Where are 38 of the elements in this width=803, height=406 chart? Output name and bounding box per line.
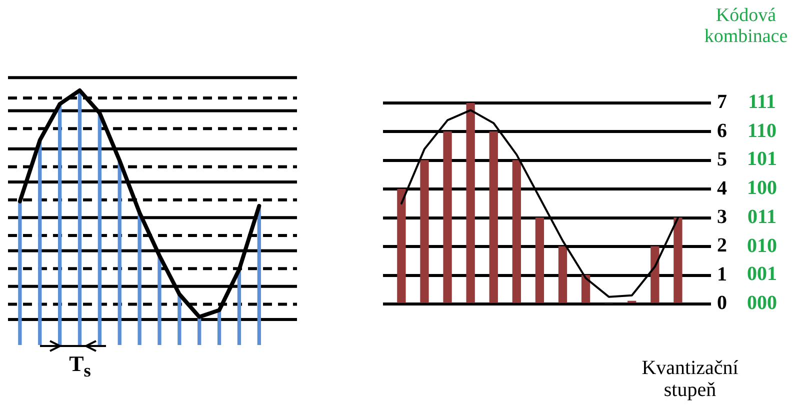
bar: [443, 131, 452, 303]
text: 001: [746, 263, 778, 286]
text: Kvantizační stupeň: [640, 357, 740, 401]
y-tick-label: 4: [717, 177, 727, 200]
y-tick-label: 6: [717, 120, 727, 142]
y-tick-label: 7: [717, 91, 727, 114]
bar: [18, 202, 22, 345]
bar: [420, 160, 429, 303]
bar: [257, 204, 261, 345]
y-tick-label: 5: [717, 148, 727, 171]
bar: [489, 131, 498, 303]
bar: [558, 246, 568, 303]
y-tick-label: 2: [717, 234, 727, 257]
text: 010: [746, 234, 778, 257]
bar: [138, 212, 142, 345]
text: 110: [746, 120, 778, 142]
bar: [535, 218, 544, 303]
text: 100: [746, 177, 778, 200]
text: Kódová kombinace: [703, 5, 789, 48]
bar: [466, 103, 475, 303]
text: 000: [746, 292, 778, 314]
text: 111: [747, 91, 777, 113]
bar: [581, 274, 590, 303]
bar: [674, 218, 682, 303]
text: T$_{s}$: [68, 351, 92, 381]
bar: [512, 160, 521, 303]
bar: [58, 102, 62, 345]
bar: [118, 161, 122, 345]
text: 011: [746, 206, 778, 228]
bar: [158, 256, 162, 345]
bar: [98, 112, 102, 345]
y-tick-label: 0: [717, 292, 727, 314]
bar: [38, 140, 42, 345]
bar: [397, 188, 406, 303]
bar: [650, 246, 660, 303]
y-tick-label: 3: [717, 206, 727, 228]
text: 101: [746, 148, 778, 170]
y-tick-label: 1: [717, 263, 727, 286]
